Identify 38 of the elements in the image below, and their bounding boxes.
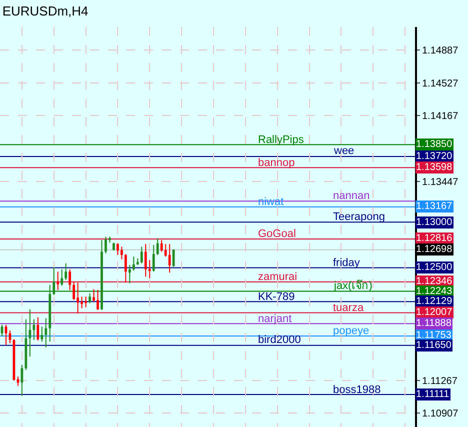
annotation: 1.12243: [416, 286, 453, 297]
annotation: 1.13167: [416, 201, 453, 212]
annotation: 1.11111: [416, 389, 450, 400]
y-tick-label: 1.10907: [422, 408, 459, 420]
ref-line-label: bannop: [258, 157, 295, 169]
ref-line-label: nannan: [333, 190, 370, 202]
annotation: 1.12698: [416, 244, 453, 255]
annotation: 1.12129: [416, 296, 453, 307]
ref-line-label: wee: [333, 145, 354, 157]
annotation: 1.13720: [416, 151, 453, 162]
ref-line-label: RallyPips: [258, 134, 304, 146]
ref-line-label: friday: [333, 257, 360, 269]
ref-line-label: KK-789: [258, 291, 295, 303]
ref-line-label: boss1988: [333, 384, 381, 396]
y-tick-label: 1.14887: [422, 45, 459, 56]
annotation: 1.11888: [416, 318, 452, 329]
ref-line-label: tuarza: [333, 302, 364, 314]
annotation: 1.13000: [416, 217, 453, 228]
y-tick-label: 1.11267: [422, 376, 458, 387]
annotation: 1.12007: [416, 307, 453, 318]
ref-line-label: bird2000: [258, 334, 301, 346]
annotation: 1.12816: [416, 233, 453, 244]
ref-line-label: jax(เจ๊ก): [333, 279, 372, 292]
ref-line-label: zamurai: [258, 271, 298, 283]
annotation: 1.13598: [416, 162, 453, 173]
annotation: 1.11753: [416, 330, 452, 341]
ref-line-label: GoGoal: [258, 228, 296, 240]
chart-title: EURUSDm,H4: [2, 4, 88, 19]
ref-line-label: popeye: [333, 325, 370, 337]
ref-line-label: narjant: [258, 313, 292, 325]
y-tick-label: 1.13447: [422, 176, 459, 188]
annotation: 1.12500: [416, 262, 453, 273]
y-tick-label: 1.14167: [422, 111, 459, 122]
y-tick-label: 1.14527: [422, 78, 459, 90]
annotation: 1.13850: [416, 139, 453, 150]
annotation: 1.12346: [416, 276, 453, 287]
ref-line-label: Teerapong: [333, 211, 385, 223]
annotation: 1.11650: [416, 340, 452, 351]
